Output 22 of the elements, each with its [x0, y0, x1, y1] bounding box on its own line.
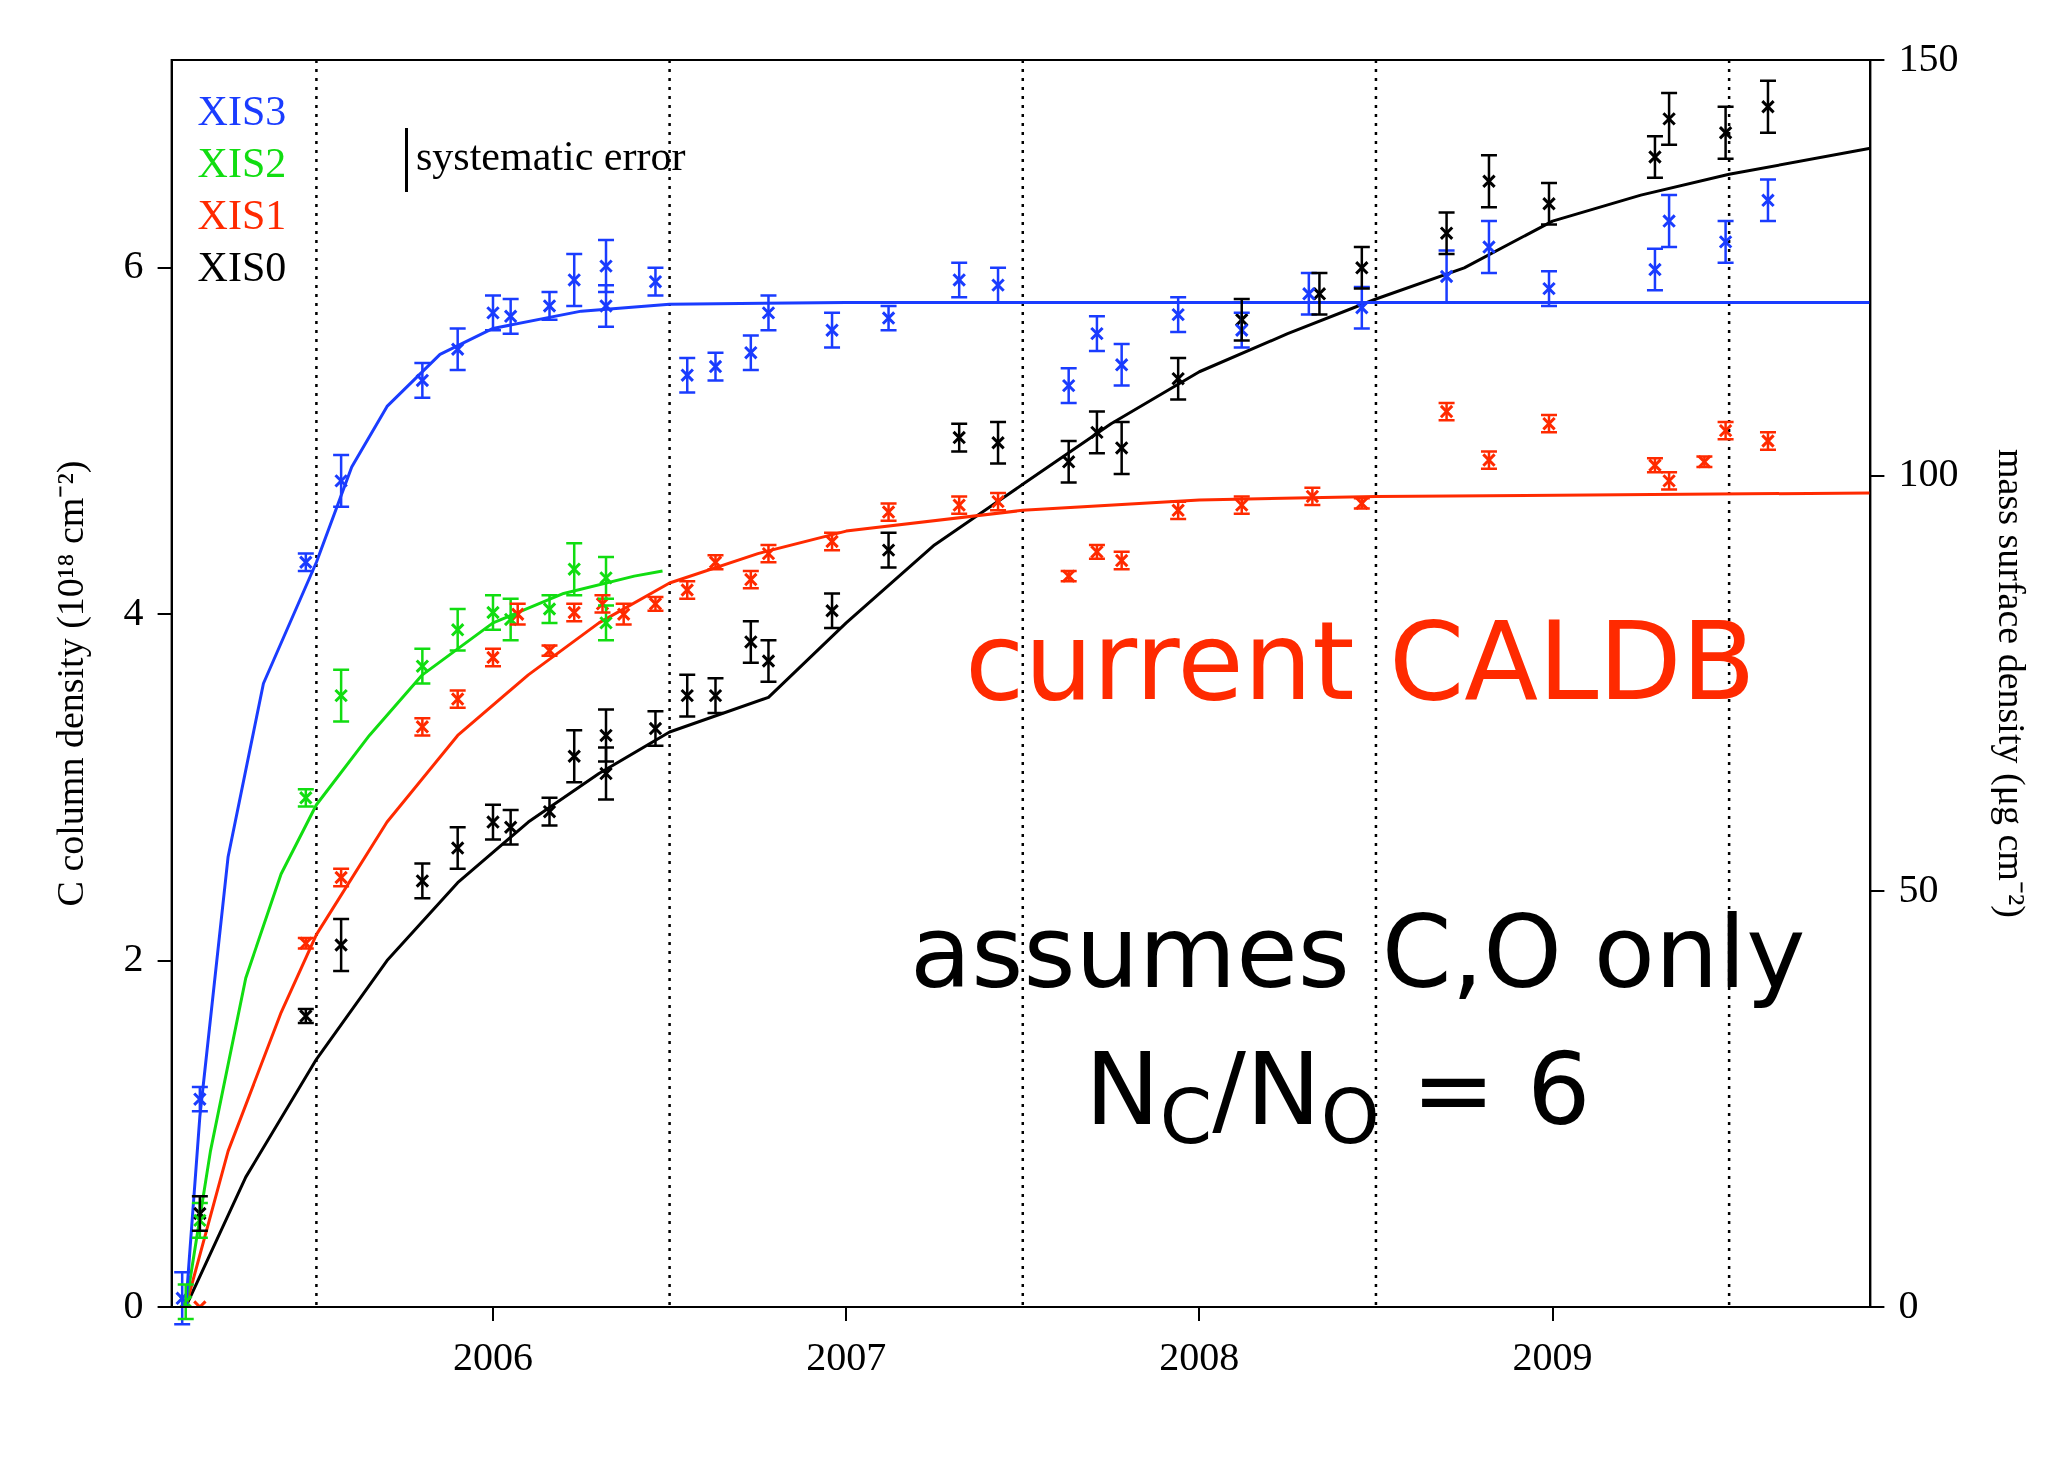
y2-tick-label: 0 [1898, 1281, 1919, 1327]
x-tick-label: 2009 [1512, 1333, 1593, 1379]
y-axis-title: C column density (10¹⁸ cm⁻²) [48, 460, 92, 907]
x-tick-label: 2006 [452, 1333, 533, 1379]
annotation: assumes C,O only [910, 894, 1806, 1011]
annotation: current CALDB [965, 599, 1756, 724]
text: XIS0 [197, 244, 287, 291]
y-tick-label: 2 [123, 935, 144, 981]
x-tick-label: 2007 [806, 1333, 887, 1379]
annotation: N$_{C}$/N$_{O}$ = 6 [1085, 1031, 1591, 1161]
text: XIS1 [197, 192, 287, 239]
y-tick-label: 0 [123, 1281, 144, 1327]
text: XIS2 [197, 140, 287, 187]
y2-tick-label: 50 [1898, 865, 1939, 911]
annotation: systematic error [416, 132, 686, 179]
y-tick-label: 4 [123, 588, 144, 634]
y2-tick-label: 150 [1898, 34, 1959, 80]
text: XIS3 [197, 88, 287, 135]
y2-axis-title: mass surface density (μg cm⁻²) [1990, 449, 2034, 918]
y-tick-label: 6 [123, 242, 144, 288]
x-tick-label: 2008 [1159, 1333, 1240, 1379]
y2-tick-label: 100 [1898, 450, 1959, 496]
